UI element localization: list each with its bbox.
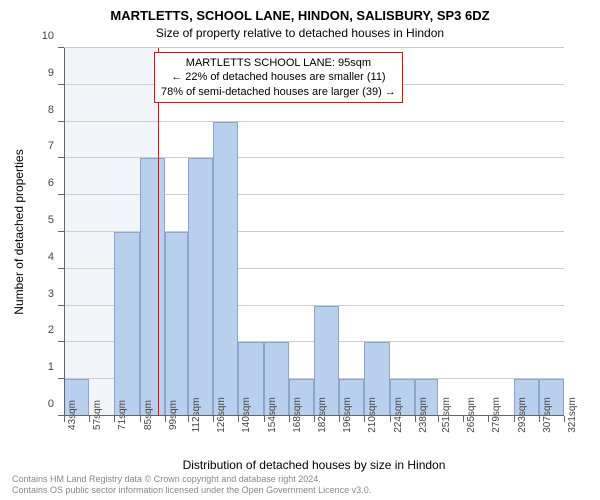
x-tick: [89, 416, 90, 422]
x-tick: [213, 416, 214, 422]
y-tick-label: 9: [48, 67, 64, 79]
x-axis-line: [64, 415, 564, 416]
footer-note: Contains HM Land Registry data © Crown c…: [12, 474, 371, 497]
footer-line-1: Contains HM Land Registry data © Crown c…: [12, 474, 371, 485]
histogram-bar: [140, 158, 165, 416]
annotation-line-3: 78% of semi-detached houses are larger (…: [161, 85, 396, 99]
annotation-line-1: MARTLETTS SCHOOL LANE: 95sqm: [161, 56, 396, 70]
x-tick: [64, 416, 65, 422]
x-tick: [289, 416, 290, 422]
y-tick-label: 3: [48, 288, 64, 300]
x-tick: [438, 416, 439, 422]
x-tick: [514, 416, 515, 422]
x-tick: [165, 416, 166, 422]
x-tick: [188, 416, 189, 422]
x-tick: [539, 416, 540, 422]
y-tick-label: 6: [48, 177, 64, 189]
x-tick: [264, 416, 265, 422]
x-tick: [415, 416, 416, 422]
x-tick: [140, 416, 141, 422]
x-tick: [390, 416, 391, 422]
y-tick-label: 0: [48, 398, 64, 410]
histogram-bar: [213, 122, 238, 416]
x-tick: [238, 416, 239, 422]
marker-line: [158, 48, 159, 416]
histogram-bar: [188, 158, 213, 416]
y-tick-label: 1: [48, 361, 64, 373]
x-tick: [564, 416, 565, 422]
chart-subtitle: Size of property relative to detached ho…: [0, 26, 600, 40]
y-tick-label: 4: [48, 251, 64, 263]
y-tick-label: 5: [48, 214, 64, 226]
y-tick-label: 8: [48, 104, 64, 116]
x-tick: [314, 416, 315, 422]
y-tick-label: 7: [48, 140, 64, 152]
y-axis-line: [64, 48, 65, 416]
x-tick: [364, 416, 365, 422]
footer-line-2: Contains OS public sector information li…: [12, 485, 371, 496]
histogram-bar: [165, 232, 188, 416]
x-tick-label: 321sqm: [567, 397, 578, 433]
x-axis-title: Distribution of detached houses by size …: [64, 458, 564, 472]
chart-title: MARTLETTS, SCHOOL LANE, HINDON, SALISBUR…: [0, 8, 600, 23]
histogram-bar: [114, 232, 139, 416]
x-tick: [339, 416, 340, 422]
y-axis-title: Number of detached properties: [12, 48, 26, 416]
x-tick: [114, 416, 115, 422]
gridline: [64, 121, 564, 122]
annotation-line-2: ← 22% of detached houses are smaller (11…: [161, 70, 396, 84]
y-tick-label: 10: [42, 30, 64, 42]
plot-area: 01234567891043sqm57sqm71sqm85sqm99sqm112…: [64, 48, 564, 416]
x-tick: [488, 416, 489, 422]
x-tick: [463, 416, 464, 422]
annotation-box: MARTLETTS SCHOOL LANE: 95sqm ← 22% of de…: [154, 52, 403, 103]
gridline: [64, 47, 564, 48]
chart-container: MARTLETTS, SCHOOL LANE, HINDON, SALISBUR…: [0, 0, 600, 500]
y-tick-label: 2: [48, 324, 64, 336]
